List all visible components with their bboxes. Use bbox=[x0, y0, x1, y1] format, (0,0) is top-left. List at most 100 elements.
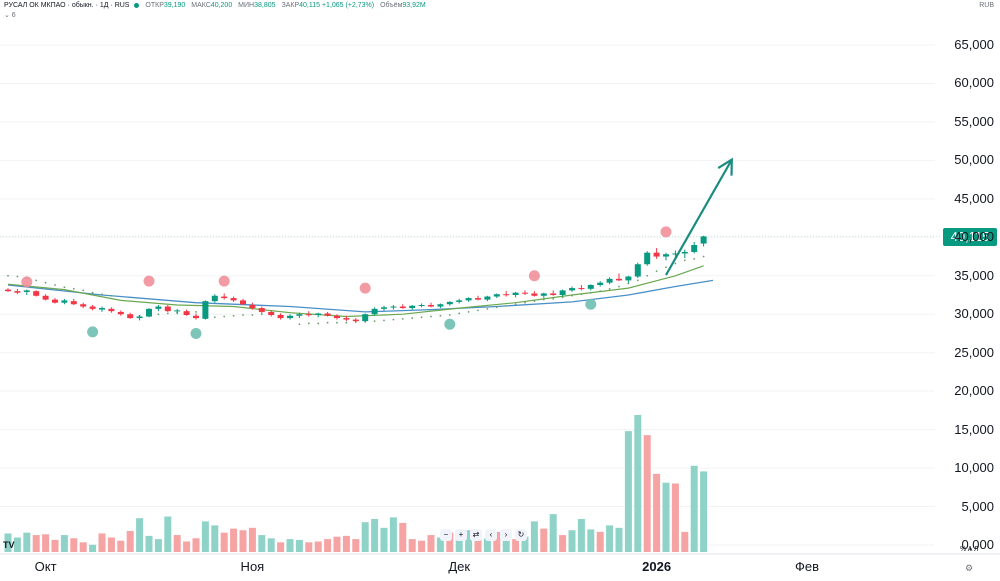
candle-body bbox=[700, 236, 707, 244]
refresh-button[interactable]: ↻ bbox=[515, 529, 527, 541]
volume-bar bbox=[220, 532, 228, 552]
price-axis-label: 45,000 bbox=[954, 190, 994, 206]
candle-body bbox=[174, 310, 181, 312]
volume-bar bbox=[389, 517, 397, 552]
candle-body bbox=[616, 278, 622, 281]
sar-dot bbox=[524, 301, 526, 304]
sar-dot bbox=[552, 297, 555, 300]
sar-dot bbox=[392, 318, 395, 321]
sar-dot bbox=[636, 279, 639, 282]
symbol-title[interactable]: РУСАЛ ОК МКПАО · обыкн. · 1Д · RUS bbox=[4, 2, 130, 9]
forecast-arrow-shaft bbox=[665, 159, 733, 276]
pivot-low-marker bbox=[190, 327, 202, 339]
candle-body bbox=[663, 254, 669, 257]
volume-bar bbox=[662, 482, 670, 552]
sar-dot bbox=[307, 322, 310, 325]
candle-body bbox=[117, 311, 124, 315]
sar-dot bbox=[430, 315, 432, 318]
sar-dot bbox=[646, 274, 649, 277]
price-axis-label: 65,000 bbox=[954, 37, 994, 52]
sar-dot bbox=[232, 314, 235, 317]
sar-dot bbox=[166, 312, 169, 315]
volume-bar bbox=[408, 539, 416, 552]
sar-dot bbox=[448, 314, 451, 316]
pivot-high-marker bbox=[528, 270, 540, 282]
scroll-right-button[interactable]: › bbox=[500, 529, 512, 541]
open-value: 39,190 bbox=[163, 2, 186, 9]
candle-body bbox=[343, 318, 350, 320]
candle-body bbox=[23, 290, 30, 292]
sar-dot bbox=[401, 317, 404, 320]
sar-dot bbox=[514, 303, 517, 306]
volume-bar bbox=[79, 542, 87, 552]
volume-bar bbox=[145, 535, 153, 552]
settings-gear-icon[interactable]: ⚙ bbox=[965, 563, 974, 573]
volume-bar bbox=[333, 536, 341, 552]
indicators-toggle[interactable]: ⌄ 6 bbox=[4, 12, 16, 19]
volume-bar bbox=[568, 530, 576, 552]
candle-body bbox=[42, 295, 49, 300]
sar-dot bbox=[72, 287, 75, 290]
pivot-high-marker bbox=[143, 275, 155, 287]
candle-body bbox=[296, 314, 303, 316]
sar-dot bbox=[439, 314, 442, 317]
sar-dot bbox=[35, 279, 38, 282]
volume-bar bbox=[512, 539, 520, 552]
volume-bar bbox=[418, 540, 426, 552]
time-axis-label: Фев bbox=[794, 559, 820, 574]
sar-dot bbox=[54, 284, 56, 286]
sar-dot bbox=[683, 259, 686, 262]
candle-body bbox=[362, 314, 369, 322]
candle-body bbox=[70, 301, 77, 305]
price-axis-label: 10,000 bbox=[954, 460, 994, 476]
volume-bar bbox=[239, 530, 247, 552]
sar-dot bbox=[213, 316, 216, 319]
sar-dot bbox=[242, 314, 244, 316]
scale-mode-buttons[interactable]: % A Л bbox=[960, 546, 979, 553]
candle-body bbox=[268, 311, 275, 315]
zoom-in-button[interactable]: + bbox=[455, 529, 467, 541]
candle-body bbox=[540, 293, 547, 296]
volume-bar bbox=[248, 527, 256, 552]
high-value: 40,200 bbox=[210, 2, 233, 9]
volume-bar bbox=[32, 535, 40, 552]
currency-label[interactable]: RUB bbox=[979, 2, 994, 9]
zoom-out-button[interactable]: − bbox=[440, 529, 452, 541]
sar-dot bbox=[477, 309, 479, 312]
price-axis-label: 60,000 bbox=[954, 75, 994, 91]
sar-dot bbox=[157, 313, 160, 316]
volume-bar bbox=[380, 527, 388, 552]
candle-body bbox=[578, 288, 585, 290]
volume-bar bbox=[267, 538, 275, 552]
price-axis-label: 55,000 bbox=[954, 113, 994, 129]
tradingview-logo-icon[interactable]: TV bbox=[3, 540, 15, 550]
volume-bar bbox=[154, 539, 162, 552]
sar-dot bbox=[542, 298, 545, 301]
volume-bar bbox=[596, 531, 604, 552]
candle-body bbox=[672, 253, 679, 255]
low-value: 38,805 bbox=[254, 2, 276, 9]
pivot-low-marker bbox=[444, 318, 456, 330]
pivot-high-marker bbox=[218, 275, 230, 287]
volume-bar bbox=[615, 527, 623, 552]
candle-body bbox=[559, 290, 566, 295]
candle-body bbox=[221, 296, 228, 299]
volume-bar bbox=[211, 525, 219, 552]
scroll-left-button[interactable]: ‹ bbox=[485, 529, 497, 541]
volume-bar bbox=[530, 521, 538, 552]
candle-body bbox=[108, 308, 115, 312]
volume-bar bbox=[42, 534, 50, 552]
volume-bar bbox=[258, 535, 266, 552]
volume-bar bbox=[493, 531, 501, 552]
candle-body bbox=[352, 319, 359, 322]
volume-bar bbox=[436, 537, 444, 552]
candle-body bbox=[183, 311, 190, 315]
candle-body bbox=[503, 294, 510, 296]
reset-view-button[interactable]: ⇄ bbox=[470, 529, 482, 541]
candle-body bbox=[531, 293, 538, 296]
candle-body bbox=[625, 276, 632, 281]
volume-bar bbox=[700, 471, 708, 552]
sar-dot bbox=[571, 294, 573, 297]
price-axis-label: 0,000 bbox=[961, 537, 994, 552]
